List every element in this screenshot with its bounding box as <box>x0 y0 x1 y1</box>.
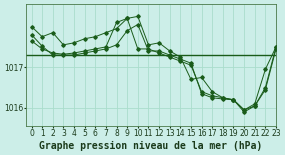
X-axis label: Graphe pression niveau de la mer (hPa): Graphe pression niveau de la mer (hPa) <box>40 141 263 151</box>
